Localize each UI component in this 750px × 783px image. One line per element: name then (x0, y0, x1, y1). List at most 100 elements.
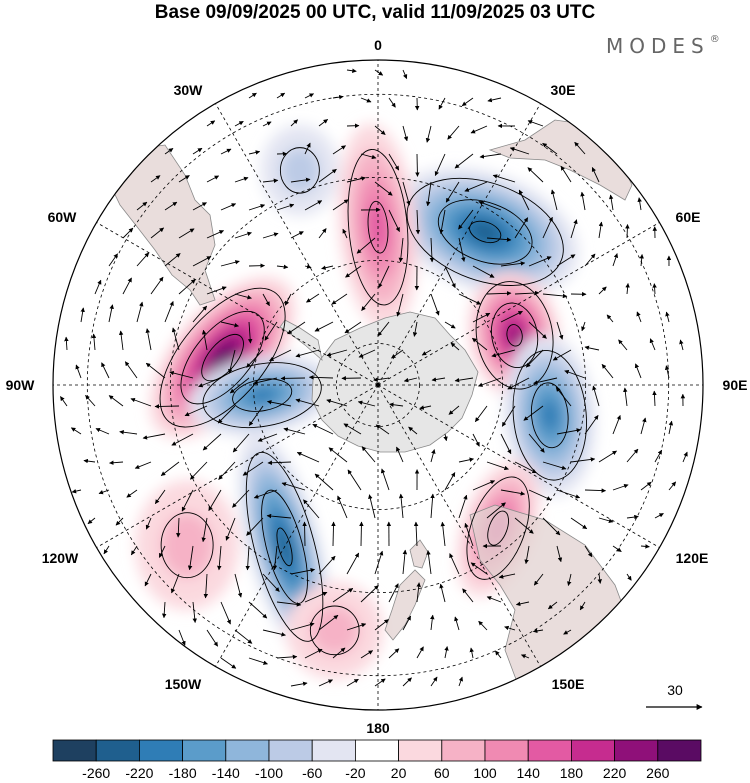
anomaly-band (161, 512, 214, 578)
wind-vector (584, 545, 593, 558)
lon-label-90w: 90W (6, 377, 36, 393)
wind-vector (430, 614, 435, 631)
wind-vector (445, 181, 460, 203)
wind-vector (208, 489, 222, 512)
contour-line (469, 220, 502, 244)
wind-vector (206, 629, 219, 647)
wind-vector (478, 620, 488, 631)
wind-vector (626, 514, 639, 520)
wind-vector (500, 489, 526, 496)
wind-vector (592, 385, 600, 407)
wind-vector (262, 293, 270, 307)
wind-vector (652, 283, 657, 295)
colorbar-tick-labels: -260 -220 -180 -140 -100 -60 -20 20 60 100 140 180 2… (82, 765, 670, 781)
wind-vector (304, 648, 323, 659)
wind-vector (75, 364, 82, 379)
wind-vector (164, 201, 178, 211)
wind-vector (192, 305, 208, 323)
lon-label-120w: 120W (42, 550, 79, 566)
colorbar-swatch (571, 739, 616, 762)
wind-vector (454, 377, 474, 383)
wind-vector (486, 237, 512, 242)
contour-line (201, 334, 244, 382)
lon-label-60w: 60W (48, 209, 78, 225)
lon-label-180: 180 (366, 720, 390, 736)
wind-vector (234, 120, 244, 127)
new-zealand-north (409, 539, 429, 569)
wind-vector (276, 264, 289, 270)
wind-vector (636, 311, 642, 323)
wind-vector (434, 153, 446, 176)
wind-vector (532, 628, 544, 634)
wind-vector (402, 69, 408, 79)
wind-vector (507, 377, 530, 390)
wind-vector (388, 97, 396, 108)
wind-vector (178, 175, 190, 183)
wind-vector (439, 583, 446, 603)
wind-vector (682, 451, 688, 463)
contour-line (406, 177, 564, 286)
wind-vector (403, 377, 418, 383)
wind-vector (287, 321, 306, 335)
wind-vector (606, 314, 614, 323)
wind-vector (130, 545, 138, 556)
wind-vector (312, 423, 334, 435)
wind-vector (242, 461, 264, 476)
wind-vector (556, 321, 564, 340)
wind-vector (458, 457, 474, 463)
wind-vector (71, 488, 82, 494)
wind-vector (652, 390, 657, 407)
wind-vector (342, 228, 348, 239)
contours-neg-weak-west (279, 147, 320, 194)
wind-vector (206, 230, 224, 239)
wind-vector (560, 165, 572, 183)
contours-pos-south-pacific (309, 605, 360, 656)
contour-line (279, 147, 320, 194)
wind-vector (91, 333, 97, 351)
wind-vector (527, 119, 544, 127)
wind-vector (584, 253, 596, 267)
south-america (107, 144, 216, 306)
wind-vector (581, 321, 586, 332)
wind-vector (514, 217, 529, 239)
wind-vector (413, 521, 419, 547)
wind-vector (276, 654, 298, 660)
wind-vector (464, 181, 488, 192)
wind-vector (430, 293, 440, 316)
wind-vector (94, 279, 102, 295)
wind-vector (304, 142, 311, 155)
wind-vector (491, 349, 516, 358)
wind-vector (201, 329, 208, 351)
wind-vector (679, 339, 684, 351)
wind-vector (515, 601, 530, 607)
contour-line (202, 362, 322, 429)
wind-vector (345, 265, 362, 278)
wind-vector (328, 447, 348, 463)
wind-vector (181, 489, 194, 512)
wind-vector (454, 616, 460, 631)
wind-vector (295, 398, 320, 407)
wind-vector (304, 200, 323, 211)
colorbar-tick-label: -60 (302, 765, 322, 781)
colorbar-swatch (354, 739, 399, 762)
wind-vector (318, 168, 337, 183)
wind-vector (374, 181, 393, 196)
wind-vector (337, 495, 348, 519)
contour-line (506, 324, 523, 347)
wind-vector (358, 349, 376, 358)
wind-vector (439, 209, 446, 235)
wind-vector (625, 224, 630, 239)
wind-vector (665, 311, 670, 323)
wind-vector (346, 552, 360, 575)
wind-vector (584, 488, 607, 493)
south-pole-marker (375, 382, 381, 388)
wind-vector (486, 596, 502, 603)
contour-line (261, 489, 308, 604)
wind-vector (668, 481, 677, 491)
contours-neg-south-atlantic (406, 177, 564, 286)
wind-vector (346, 623, 367, 631)
wind-vector (361, 293, 376, 311)
wind-vector (625, 283, 630, 295)
wind-vector (331, 293, 348, 305)
contours-pos-tasman (466, 476, 530, 580)
